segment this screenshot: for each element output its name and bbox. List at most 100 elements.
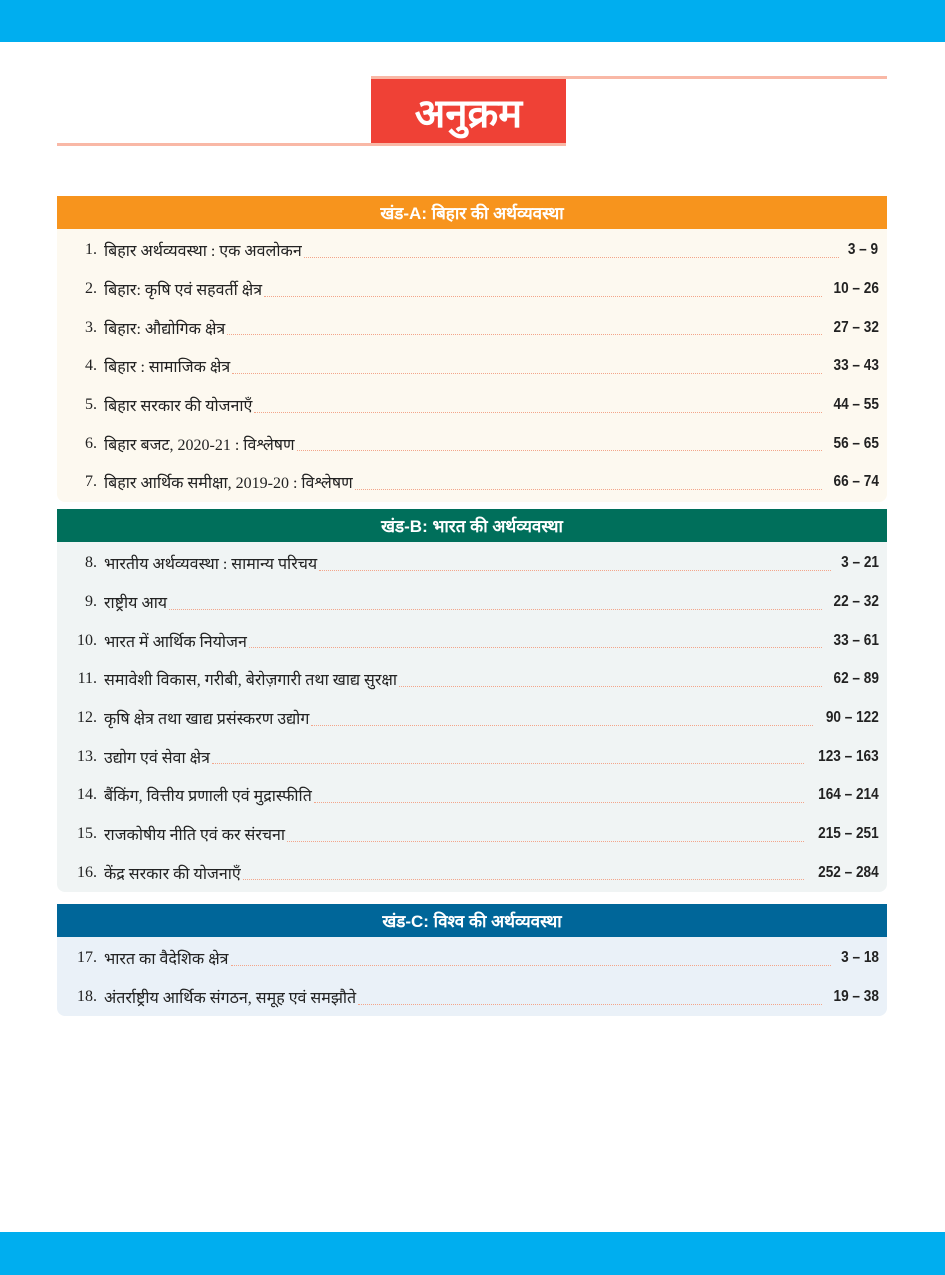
chapter-number: 8. <box>85 554 97 572</box>
chapter-title: अंतर्राष्ट्रीय आर्थिक संगठन, समूह एवं सम… <box>104 990 357 1008</box>
chapter-number: 6. <box>85 434 97 452</box>
toc-entry[interactable]: 4. बिहार : सामाजिक क्षेत्र 33 – 43 <box>57 347 887 386</box>
page-range: 90 – 122 <box>825 709 879 727</box>
section-items: 8. भारतीय अर्थव्यवस्था : सामान्य परिचय 3… <box>57 542 887 893</box>
dot-leader <box>303 256 840 258</box>
toc-entry[interactable]: 1. बिहार अर्थव्यवस्था : एक अवलोकन 3 – 9 <box>57 231 887 270</box>
chapter-number: 2. <box>85 280 97 298</box>
chapter-title: बिहार: औद्योगिक क्षेत्र <box>104 320 226 338</box>
toc-entry[interactable]: 14. बैंकिंग, वित्तीय प्रणाली एवं मुद्रास… <box>57 776 887 815</box>
toc-entry[interactable]: 2. बिहार: कृषि एवं सहवर्ती क्षेत्र 10 – … <box>57 270 887 309</box>
toc-entry[interactable]: 16. केंद्र सरकार की योजनाएँ 252 – 284 <box>57 854 887 893</box>
dot-leader <box>319 569 831 571</box>
toc-entry[interactable]: 6. बिहार बजट, 2020-21 : विश्लेषण 56 – 65 <box>57 424 887 463</box>
chapter-number: 3. <box>85 318 97 336</box>
dot-leader <box>287 840 804 842</box>
section-heading: खंड-A: बिहार की अर्थव्यवस्था <box>57 196 887 229</box>
chapter-number: 7. <box>85 473 97 491</box>
dot-leader <box>296 450 822 452</box>
chapter-number: 17. <box>77 949 97 967</box>
toc-entry[interactable]: 9. राष्ट्रीय आय 22 – 32 <box>57 583 887 622</box>
page-range: 252 – 284 <box>817 863 879 881</box>
page-range: 164 – 214 <box>817 786 879 804</box>
chapter-title: बिहार: कृषि एवं सहवर्ती क्षेत्र <box>104 282 263 300</box>
page-range: 62 – 89 <box>833 670 879 688</box>
chapter-number: 10. <box>77 631 97 649</box>
chapter-number: 12. <box>77 709 97 727</box>
chapter-title: बिहार सरकार की योजनाएँ <box>104 398 253 416</box>
dot-leader <box>211 763 804 765</box>
chapter-number: 1. <box>85 241 97 259</box>
page-range: 66 – 74 <box>833 473 879 491</box>
dot-leader <box>358 1003 822 1005</box>
page-range: 3 – 21 <box>840 554 879 572</box>
section-items: 17. भारत का वैदेशिक क्षेत्र 3 – 18 18. अ… <box>57 937 887 1017</box>
bottom-banner <box>0 1232 945 1275</box>
page-range: 3 – 9 <box>848 241 879 259</box>
page-range: 33 – 43 <box>833 357 879 375</box>
chapter-number: 11. <box>77 670 97 688</box>
chapter-title: राष्ट्रीय आय <box>104 595 168 613</box>
page-range: 56 – 65 <box>833 434 879 452</box>
chapter-title: समावेशी विकास, गरीबी, बेरोज़गारी तथा खाद… <box>104 672 398 690</box>
section-c: खंड-C: विश्व की अर्थव्यवस्था 17. भारत का… <box>57 904 887 1017</box>
toc-entry[interactable]: 10. भारत में आर्थिक नियोजन 33 – 61 <box>57 621 887 660</box>
section-b: खंड-B: भारत की अर्थव्यवस्था 8. भारतीय अर… <box>57 509 887 893</box>
toc-entry[interactable]: 3. बिहार: औद्योगिक क्षेत्र 27 – 32 <box>57 308 887 347</box>
toc-entry[interactable]: 18. अंतर्राष्ट्रीय आर्थिक संगठन, समूह एव… <box>57 978 887 1017</box>
toc-entry[interactable]: 5. बिहार सरकार की योजनाएँ 44 – 55 <box>57 386 887 425</box>
page-range: 3 – 18 <box>840 949 879 967</box>
toc-entry[interactable]: 7. बिहार आर्थिक समीक्षा, 2019-20 : विश्ल… <box>57 463 887 502</box>
chapter-title: बिहार अर्थव्यवस्था : एक अवलोकन <box>104 243 302 261</box>
page-range: 27 – 32 <box>833 318 879 336</box>
dot-leader <box>242 879 804 881</box>
chapter-number: 13. <box>77 747 97 765</box>
chapter-title: भारत का वैदेशिक क्षेत्र <box>104 951 229 969</box>
chapter-title: बिहार आर्थिक समीक्षा, 2019-20 : विश्लेषण <box>104 475 353 493</box>
toc-entry[interactable]: 11. समावेशी विकास, गरीबी, बेरोज़गारी तथा… <box>57 660 887 699</box>
chapter-title: केंद्र सरकार की योजनाएँ <box>104 865 241 883</box>
chapter-title: राजकोषीय नीति एवं कर संरचना <box>104 827 286 845</box>
chapter-number: 15. <box>77 825 97 843</box>
chapter-title: बिहार बजट, 2020-21 : विश्लेषण <box>104 436 295 454</box>
section-heading: खंड-C: विश्व की अर्थव्यवस्था <box>57 904 887 937</box>
toc-entry[interactable]: 17. भारत का वैदेशिक क्षेत्र 3 – 18 <box>57 939 887 978</box>
chapter-title: बिहार : सामाजिक क्षेत्र <box>104 359 231 377</box>
page-title: अनुक्रम <box>371 79 566 143</box>
chapter-title: बैंकिंग, वित्तीय प्रणाली एवं मुद्रास्फीत… <box>104 788 312 806</box>
dot-leader <box>254 411 822 413</box>
section-a: खंड-A: बिहार की अर्थव्यवस्था 1. बिहार अर… <box>57 196 887 502</box>
dot-leader <box>227 334 822 336</box>
chapter-number: 5. <box>85 396 97 414</box>
chapter-number: 18. <box>77 988 97 1006</box>
toc-entry[interactable]: 15. राजकोषीय नीति एवं कर संरचना 215 – 25… <box>57 815 887 854</box>
page-range: 19 – 38 <box>833 988 879 1006</box>
dot-leader <box>311 724 813 726</box>
decorative-line <box>371 76 887 79</box>
chapter-number: 16. <box>77 863 97 881</box>
page-range: 22 – 32 <box>833 593 879 611</box>
dot-leader <box>169 608 822 610</box>
chapter-title: भारत में आर्थिक नियोजन <box>104 633 247 651</box>
dot-leader <box>264 295 822 297</box>
dot-leader <box>399 685 822 687</box>
toc-entry[interactable]: 13. उद्योग एवं सेवा क्षेत्र 123 – 163 <box>57 737 887 776</box>
page-range: 123 – 163 <box>817 747 879 765</box>
page-range: 33 – 61 <box>833 631 879 649</box>
dot-leader <box>354 488 822 490</box>
section-heading: खंड-B: भारत की अर्थव्यवस्था <box>57 509 887 542</box>
page-range: 215 – 251 <box>817 825 879 843</box>
toc-entry[interactable]: 8. भारतीय अर्थव्यवस्था : सामान्य परिचय 3… <box>57 544 887 583</box>
chapter-title: भारतीय अर्थव्यवस्था : सामान्य परिचय <box>104 556 318 574</box>
page-range: 44 – 55 <box>833 396 879 414</box>
chapter-title: उद्योग एवं सेवा क्षेत्र <box>104 749 210 767</box>
dot-leader <box>313 801 804 803</box>
page-range: 10 – 26 <box>833 280 879 298</box>
section-items: 1. बिहार अर्थव्यवस्था : एक अवलोकन 3 – 9 … <box>57 229 887 502</box>
chapter-number: 4. <box>85 357 97 375</box>
dot-leader <box>232 372 822 374</box>
dot-leader <box>230 964 831 966</box>
decorative-line <box>57 143 566 146</box>
toc-entry[interactable]: 12. कृषि क्षेत्र तथा खाद्य प्रसंस्करण उद… <box>57 699 887 738</box>
chapter-title: कृषि क्षेत्र तथा खाद्य प्रसंस्करण उद्योग <box>104 711 310 729</box>
